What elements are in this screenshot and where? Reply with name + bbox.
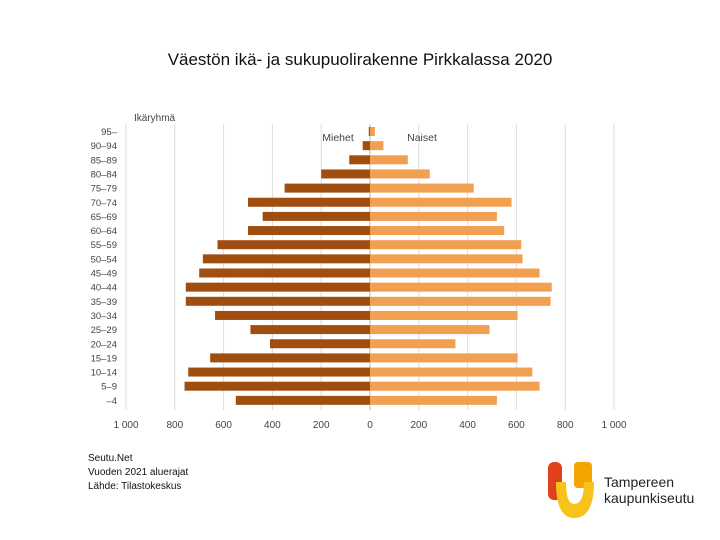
legend-naiset: Naiset <box>407 132 437 144</box>
bar-miehet <box>349 155 370 165</box>
bar-naiset <box>370 325 490 335</box>
x-tick-label: 400 <box>264 420 281 431</box>
bar-naiset <box>370 282 552 292</box>
age-group-label: 80–84 <box>91 169 117 180</box>
bar-naiset <box>370 240 522 250</box>
y-axis-label: Ikäryhmä <box>134 113 176 124</box>
age-group-label: –4 <box>106 396 117 407</box>
age-group-label: 55–59 <box>91 240 117 251</box>
bar-naiset <box>370 310 518 320</box>
logo-line-1: Tampereen <box>604 474 675 490</box>
x-tick-label: 800 <box>166 420 183 431</box>
logo-line-2: kaupunkiseutu <box>604 490 695 506</box>
age-group-label: 85–89 <box>91 155 117 166</box>
tampereen-kaupunkiseutu-logo <box>548 462 594 518</box>
bar-naiset <box>370 169 430 179</box>
bar-miehet <box>215 310 370 320</box>
bar-naiset <box>370 127 375 136</box>
age-group-label: 50–54 <box>91 254 117 265</box>
bar-miehet <box>262 211 370 221</box>
x-tick-label: 200 <box>313 420 330 431</box>
bar-miehet <box>202 254 370 264</box>
x-tick-label: 800 <box>557 420 574 431</box>
bar-miehet <box>250 325 370 335</box>
age-group-label: 60–64 <box>91 226 117 237</box>
bar-naiset <box>370 339 456 349</box>
bar-naiset <box>370 197 512 207</box>
x-tick-label: 600 <box>508 420 525 431</box>
logo-mark-orange <box>574 462 592 488</box>
x-tick-label: 1 000 <box>113 420 138 431</box>
bar-miehet <box>188 367 370 377</box>
age-group-label: 90–94 <box>91 141 117 152</box>
bar-miehet <box>185 296 370 306</box>
x-tick-label: 200 <box>410 420 427 431</box>
bar-naiset <box>370 367 533 377</box>
bar-miehet <box>269 339 370 349</box>
bar-miehet <box>368 127 370 136</box>
bar-naiset <box>370 353 518 363</box>
bar-miehet <box>210 353 370 363</box>
age-group-label: 5–9 <box>101 382 117 393</box>
age-group-label: 20–24 <box>91 339 117 350</box>
bar-miehet <box>248 197 370 207</box>
bar-miehet <box>217 240 370 250</box>
age-group-label: 30–34 <box>91 311 117 322</box>
age-group-label: 75–79 <box>91 184 117 195</box>
bar-naiset <box>370 141 384 151</box>
age-group-label: 45–49 <box>91 269 117 280</box>
x-tick-label: 600 <box>215 420 232 431</box>
bar-naiset <box>370 155 408 165</box>
age-group-label: 25–29 <box>91 325 117 336</box>
source-line-3: Lähde: Tilastokeskus <box>88 481 182 492</box>
x-tick-label: 1 000 <box>601 420 626 431</box>
bar-naiset <box>370 226 505 236</box>
bar-naiset <box>370 296 551 306</box>
bar-miehet <box>284 183 370 193</box>
bar-naiset <box>370 268 540 278</box>
source-notes: Seutu.Net Vuoden 2021 aluerajat Lähde: T… <box>88 452 188 494</box>
age-group-label: 15–19 <box>91 353 117 364</box>
chart-title: Väestön ikä- ja sukupuolirakenne Pirkkal… <box>167 50 553 69</box>
bar-naiset <box>370 395 497 405</box>
bar-naiset <box>370 183 474 193</box>
bar-naiset <box>370 211 497 221</box>
source-line-1: Seutu.Net <box>88 453 133 464</box>
age-group-label: 65–69 <box>91 212 117 223</box>
bar-miehet <box>362 141 370 151</box>
bar-miehet <box>185 282 370 292</box>
x-tick-label: 400 <box>459 420 476 431</box>
age-group-label: 35–39 <box>91 297 117 308</box>
bar-naiset <box>370 381 540 391</box>
legend-miehet: Miehet <box>322 132 354 144</box>
bar-naiset <box>370 254 523 264</box>
source-line-2: Vuoden 2021 aluerajat <box>88 467 189 478</box>
age-group-label: 40–44 <box>91 283 117 294</box>
logo-mark-yellow <box>556 482 594 518</box>
x-tick-label: 0 <box>367 420 373 431</box>
age-group-label: 70–74 <box>91 198 117 209</box>
logo-wordmark: Tampereen kaupunkiseutu <box>604 474 694 506</box>
population-pyramid-chart: 1 000 800 600 400 200 0 200 400 600 800 1 000 Ikäry… <box>91 113 627 431</box>
bar-miehet <box>248 226 370 236</box>
age-group-label: 10–14 <box>91 368 117 379</box>
bar-miehet <box>321 169 370 179</box>
bar-miehet <box>184 381 370 391</box>
age-group-label: 95– <box>101 127 118 138</box>
bar-miehet <box>199 268 370 278</box>
bar-miehet <box>235 395 370 405</box>
